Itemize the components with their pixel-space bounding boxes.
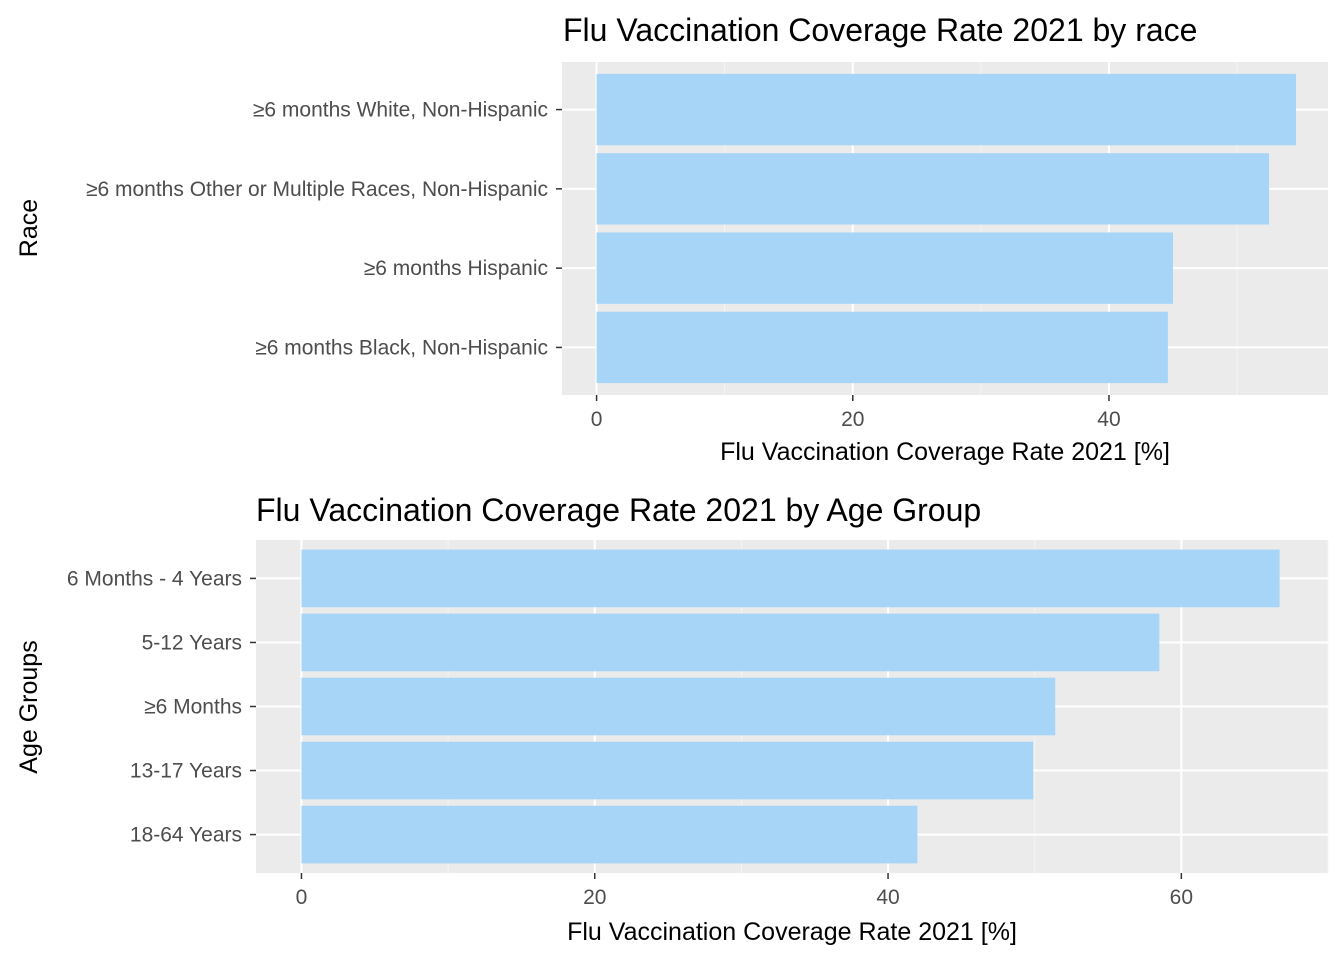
race-y-tick-label: ≥6 months Other or Multiple Races, Non-H… — [86, 178, 548, 201]
race-chart-bars — [596, 73, 1296, 384]
age-group-y-tick-label: 13-17 Years — [130, 760, 242, 783]
age-group-bar — [301, 805, 918, 864]
race-chart-title: Flu Vaccination Coverage Rate 2021 by ra… — [563, 12, 1197, 48]
race-y-tick-label: ≥6 months Black, Non-Hispanic — [255, 336, 548, 359]
age-group-y-tick-label: ≥6 Months — [144, 696, 242, 719]
race-y-tick-label: ≥6 months Hispanic — [364, 257, 548, 280]
age-group-x-tick-label: 20 — [583, 886, 606, 909]
age-group-chart-ticks: 6 Months - 4 Years 5-12 Years ≥6 Months 13-… — [67, 567, 1193, 909]
race-bar — [596, 232, 1174, 304]
age-group-x-tick-label: 60 — [1170, 886, 1193, 909]
age-group-y-tick-label: 5-12 Years — [142, 631, 242, 654]
age-group-y-tick-label: 18-64 Years — [130, 824, 242, 847]
race-bar — [596, 311, 1168, 384]
age-group-y-tick-label: 6 Months - 4 Years — [67, 567, 242, 590]
race-chart: Flu Vaccination Coverage Rate 2021 by ra… — [15, 12, 1328, 466]
race-x-tick-label: 20 — [841, 408, 864, 431]
age-group-bar — [301, 741, 1034, 800]
age-group-chart: Flu Vaccination Coverage Rate 2021 by Ag… — [15, 492, 1329, 946]
age-group-chart-title: Flu Vaccination Coverage Rate 2021 by Ag… — [256, 492, 981, 528]
age-group-x-tick-label: 40 — [876, 886, 899, 909]
age-group-chart-y-axis-title: Age Groups — [15, 640, 43, 773]
age-group-chart-x-axis-title: Flu Vaccination Coverage Rate 2021 [%] — [567, 918, 1017, 946]
race-chart-x-axis-title: Flu Vaccination Coverage Rate 2021 [%] — [720, 438, 1170, 466]
age-group-chart-bars — [301, 549, 1280, 864]
race-chart-y-axis-title: Race — [15, 199, 43, 257]
race-y-tick-label: ≥6 months White, Non-Hispanic — [253, 99, 548, 122]
race-chart-ticks: ≥6 months White, Non-Hispanic ≥6 months O… — [86, 99, 1121, 431]
race-x-tick-label: 40 — [1097, 408, 1120, 431]
age-group-bar — [301, 677, 1056, 736]
race-x-tick-label: 0 — [591, 408, 603, 431]
age-group-x-tick-label: 0 — [296, 886, 308, 909]
age-group-bar — [301, 549, 1280, 608]
race-bar — [596, 73, 1296, 146]
race-bar — [596, 153, 1270, 225]
age-group-bar — [301, 613, 1160, 672]
